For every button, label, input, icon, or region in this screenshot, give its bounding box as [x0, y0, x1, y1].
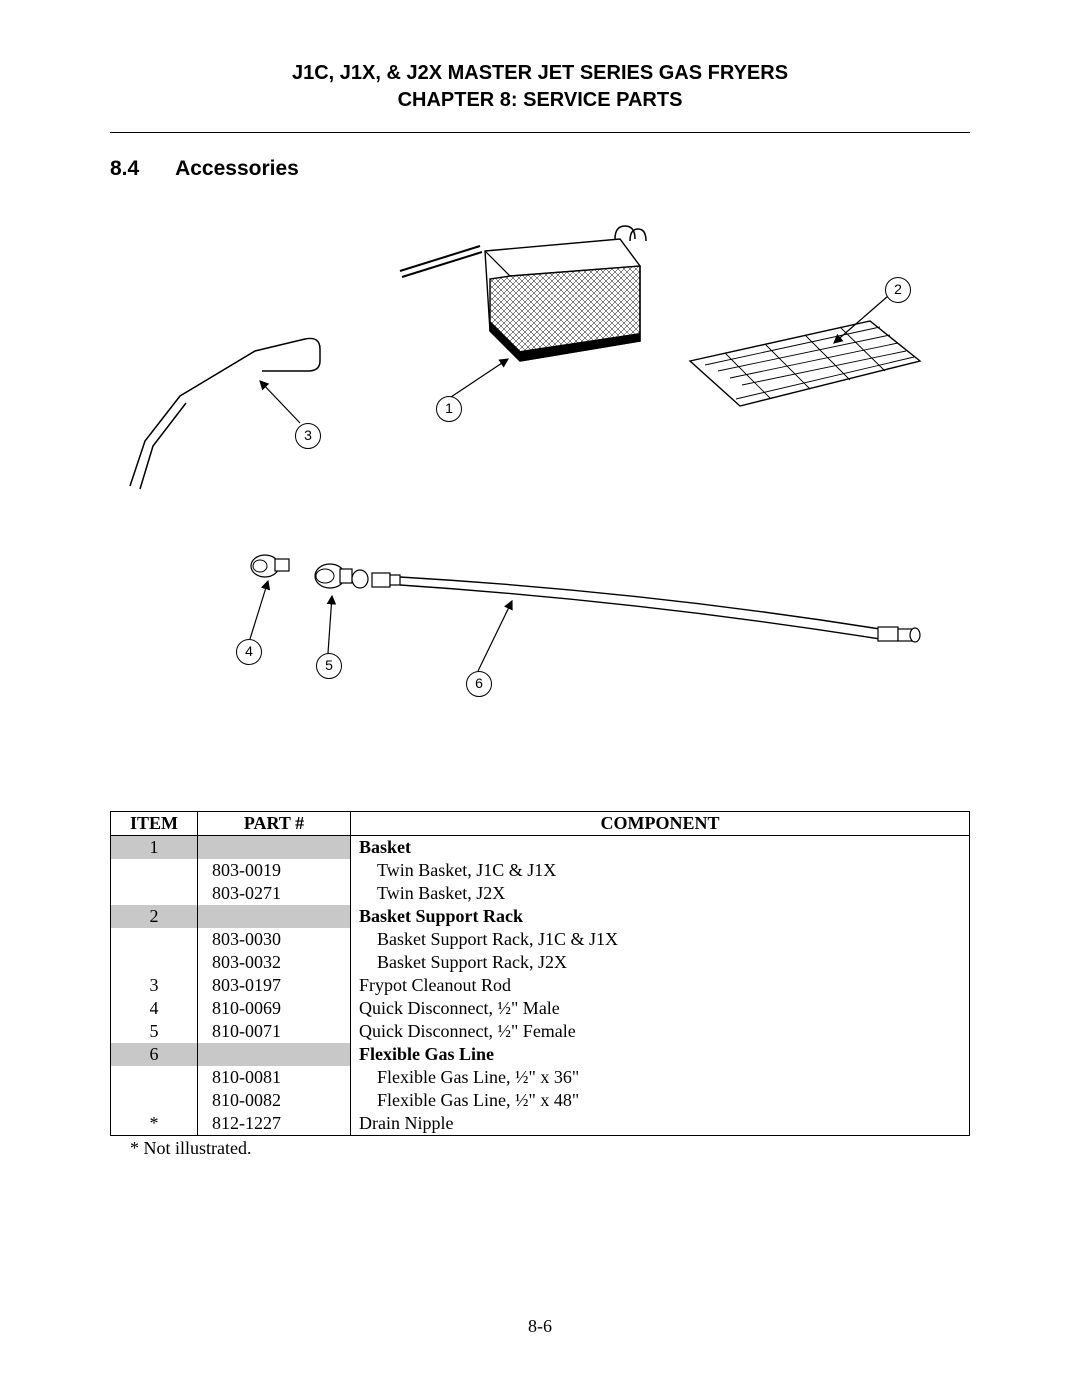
- col-item: ITEM: [111, 812, 198, 836]
- cell-item: 6: [111, 1043, 198, 1066]
- table-row: 810-0081Flexible Gas Line, ½" x 36": [111, 1066, 970, 1089]
- section-heading: 8.4 Accessories: [110, 157, 970, 181]
- cell-component: Drain Nipple: [351, 1112, 970, 1136]
- cell-part: 803-0032: [198, 951, 351, 974]
- cell-component: Flexible Gas Line, ½" x 48": [351, 1089, 970, 1112]
- cell-component: Basket Support Rack: [351, 905, 970, 928]
- cell-part: 803-0271: [198, 882, 351, 905]
- parts-table: ITEM PART # COMPONENT 1 Basket803-0019Twi…: [110, 811, 970, 1136]
- table-row: 803-0019Twin Basket, J1C & J1X: [111, 859, 970, 882]
- diagram-area: 1 2 3 4 5 6: [110, 201, 970, 741]
- col-part: PART #: [198, 812, 351, 836]
- cell-part: 810-0082: [198, 1089, 351, 1112]
- callout-1: 1: [436, 396, 462, 422]
- cell-item: 4: [111, 997, 198, 1020]
- cell-part: [198, 1043, 351, 1066]
- page-number: 8-6: [0, 1316, 1080, 1337]
- cell-component: Flexible Gas Line: [351, 1043, 970, 1066]
- cell-item: [111, 1066, 198, 1089]
- callout-6: 6: [466, 671, 492, 697]
- cell-item: [111, 951, 198, 974]
- table-row: 1 Basket: [111, 836, 970, 860]
- table-row: 810-0082Flexible Gas Line, ½" x 48": [111, 1089, 970, 1112]
- table-row: *812-1227Drain Nipple: [111, 1112, 970, 1136]
- table-header-row: ITEM PART # COMPONENT: [111, 812, 970, 836]
- cell-component: Basket: [351, 836, 970, 860]
- cell-component: Quick Disconnect, ½" Female: [351, 1020, 970, 1043]
- page: J1C, J1X, & J2X MASTER JET SERIES GAS FR…: [0, 0, 1080, 1397]
- table-row: 803-0030Basket Support Rack, J1C & J1X: [111, 928, 970, 951]
- footnote: * Not illustrated.: [110, 1138, 970, 1159]
- cell-item: 2: [111, 905, 198, 928]
- table-row: 803-0032Basket Support Rack, J2X: [111, 951, 970, 974]
- header-line-2: CHAPTER 8: SERVICE PARTS: [110, 87, 970, 114]
- section-title-text: Accessories: [175, 157, 299, 180]
- cell-component: Quick Disconnect, ½" Male: [351, 997, 970, 1020]
- cell-part: 803-0030: [198, 928, 351, 951]
- section-number: 8.4: [110, 157, 170, 181]
- cell-part: 810-0081: [198, 1066, 351, 1089]
- cell-component: Twin Basket, J1C & J1X: [351, 859, 970, 882]
- cell-part: 812-1227: [198, 1112, 351, 1136]
- callout-2: 2: [885, 277, 911, 303]
- cell-component: Twin Basket, J2X: [351, 882, 970, 905]
- callout-3: 3: [295, 423, 321, 449]
- callout-4: 4: [236, 639, 262, 665]
- table-row: 2 Basket Support Rack: [111, 905, 970, 928]
- col-component: COMPONENT: [351, 812, 970, 836]
- header-rule: [110, 132, 970, 133]
- table-row: 5810-0071Quick Disconnect, ½" Female: [111, 1020, 970, 1043]
- cell-item: 5: [111, 1020, 198, 1043]
- cell-part: 803-0019: [198, 859, 351, 882]
- cell-part: [198, 905, 351, 928]
- cell-item: [111, 882, 198, 905]
- header-line-1: J1C, J1X, & J2X MASTER JET SERIES GAS FR…: [110, 60, 970, 87]
- cell-part: 803-0197: [198, 974, 351, 997]
- table-row: 3803-0197Frypot Cleanout Rod: [111, 974, 970, 997]
- cell-component: Flexible Gas Line, ½" x 36": [351, 1066, 970, 1089]
- cell-component: Basket Support Rack, J2X: [351, 951, 970, 974]
- cell-item: [111, 928, 198, 951]
- cell-item: 1: [111, 836, 198, 860]
- table-row: 803-0271Twin Basket, J2X: [111, 882, 970, 905]
- table-row: 4810-0069Quick Disconnect, ½" Male: [111, 997, 970, 1020]
- table-row: 6 Flexible Gas Line: [111, 1043, 970, 1066]
- cell-part: 810-0069: [198, 997, 351, 1020]
- cell-item: [111, 1089, 198, 1112]
- cell-component: Basket Support Rack, J1C & J1X: [351, 928, 970, 951]
- cell-part: [198, 836, 351, 860]
- cell-part: 810-0071: [198, 1020, 351, 1043]
- cell-component: Frypot Cleanout Rod: [351, 974, 970, 997]
- callout-5: 5: [316, 653, 342, 679]
- cell-item: 3: [111, 974, 198, 997]
- cell-item: [111, 859, 198, 882]
- cell-item: *: [111, 1112, 198, 1136]
- page-header: J1C, J1X, & J2X MASTER JET SERIES GAS FR…: [110, 60, 970, 114]
